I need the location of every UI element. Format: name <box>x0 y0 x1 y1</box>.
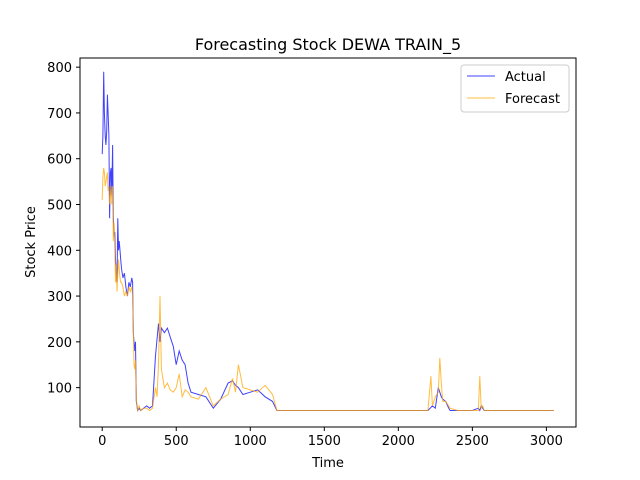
x-axis-ticks: 0 500 1000 1500 2000 2500 3000 <box>98 427 563 449</box>
x-tick-label: 500 <box>164 434 189 449</box>
y-tick-label: 700 <box>47 107 72 122</box>
series-line-forecast <box>101 167 554 413</box>
x-axis-label: Time <box>311 456 344 471</box>
x-tick-label: 0 <box>98 434 106 449</box>
chart-title: Forecasting Stock DEWA TRAIN_5 <box>195 35 461 55</box>
y-tick-label: 300 <box>47 290 72 305</box>
y-tick-label: 800 <box>47 61 72 76</box>
axes-frame <box>79 57 577 428</box>
legend: Actual Forecast <box>460 64 570 113</box>
x-tick-label: 2000 <box>382 434 415 449</box>
y-tick-label: 400 <box>47 244 72 259</box>
plot-series-group <box>101 71 554 413</box>
legend-label-actual: Actual <box>505 70 546 85</box>
x-tick-label: 1000 <box>234 434 267 449</box>
x-tick-label: 2500 <box>456 434 489 449</box>
legend-label-forecast: Forecast <box>505 92 560 107</box>
legend-box <box>460 64 570 113</box>
y-axis-label: Stock Price <box>24 206 39 278</box>
y-axis-ticks: 100 200 300 400 500 600 700 800 <box>47 61 80 397</box>
x-tick-label: 1500 <box>308 434 341 449</box>
y-tick-label: 600 <box>47 153 72 168</box>
x-tick-label: 3000 <box>530 434 563 449</box>
y-tick-label: 500 <box>47 199 72 214</box>
y-tick-label: 200 <box>47 336 72 351</box>
y-tick-label: 100 <box>47 382 72 397</box>
